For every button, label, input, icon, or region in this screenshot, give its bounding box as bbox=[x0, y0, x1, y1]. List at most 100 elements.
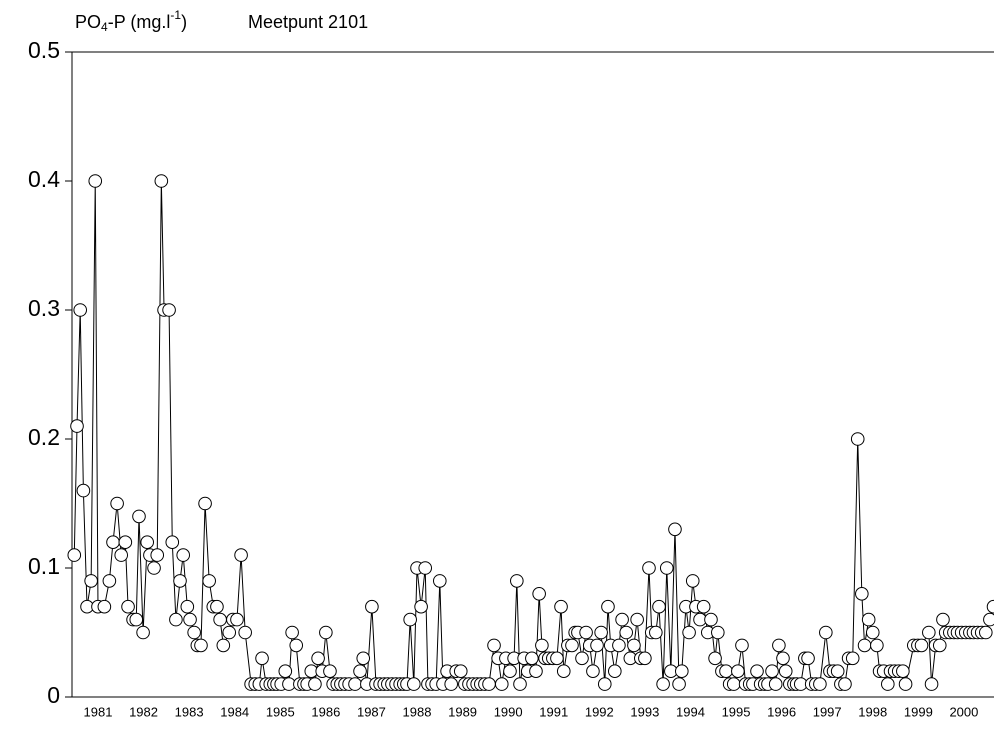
data-point bbox=[513, 677, 527, 691]
data-point bbox=[656, 677, 670, 691]
data-point bbox=[407, 677, 421, 691]
data-point bbox=[619, 625, 634, 640]
data-point bbox=[914, 638, 929, 653]
data-point bbox=[772, 638, 786, 653]
x-tick-label: 1981 bbox=[84, 704, 113, 719]
data-point bbox=[308, 677, 322, 691]
data-point bbox=[870, 638, 884, 653]
data-point bbox=[638, 651, 652, 666]
data-point bbox=[482, 677, 496, 691]
data-point bbox=[97, 599, 112, 614]
x-tick-label: 1990 bbox=[494, 704, 523, 719]
data-point bbox=[861, 612, 876, 627]
x-tick-label: 1997 bbox=[813, 704, 842, 719]
data-point bbox=[936, 612, 950, 627]
x-tick-label: 1988 bbox=[403, 704, 432, 719]
x-tick-label: 1995 bbox=[722, 704, 751, 719]
data-point bbox=[630, 612, 644, 627]
data-point bbox=[444, 677, 458, 691]
label-part: PO bbox=[75, 12, 101, 32]
label-part: ) bbox=[181, 12, 187, 32]
data-point bbox=[67, 548, 82, 562]
data-point bbox=[830, 664, 845, 679]
x-tick-label: 2000 bbox=[949, 704, 978, 719]
data-point bbox=[114, 548, 129, 562]
x-tick-label: 1996 bbox=[767, 704, 796, 719]
data-point bbox=[778, 664, 793, 679]
data-point bbox=[147, 561, 161, 575]
data-point bbox=[750, 664, 764, 679]
data-point bbox=[896, 664, 910, 679]
data-point bbox=[719, 664, 733, 679]
data-point bbox=[986, 599, 994, 614]
data-point bbox=[194, 638, 208, 653]
data-point bbox=[838, 677, 852, 691]
data-point bbox=[565, 638, 579, 653]
data-point bbox=[106, 535, 120, 550]
data-point bbox=[726, 677, 741, 691]
data-point bbox=[608, 664, 622, 679]
data-point bbox=[285, 625, 299, 640]
data-point bbox=[983, 612, 994, 627]
data-point bbox=[590, 638, 604, 653]
data-point bbox=[255, 651, 269, 666]
data-point bbox=[88, 174, 103, 188]
data-point bbox=[76, 483, 91, 498]
data-point bbox=[898, 677, 913, 691]
x-tick-label: 1992 bbox=[585, 704, 614, 719]
y-tick-label: 0.4 bbox=[28, 166, 60, 192]
data-point bbox=[162, 303, 176, 317]
y-tick-label: 0.3 bbox=[28, 295, 60, 321]
data-point bbox=[198, 496, 212, 511]
data-point bbox=[129, 612, 144, 627]
data-point bbox=[704, 612, 718, 627]
data-point bbox=[675, 664, 689, 679]
data-point bbox=[183, 612, 197, 627]
data-point bbox=[612, 638, 626, 653]
x-tick-label: 1985 bbox=[266, 704, 295, 719]
chart-title: Meetpunt 2101 bbox=[248, 12, 368, 32]
data-point bbox=[222, 625, 237, 640]
data-point bbox=[494, 677, 509, 691]
data-point bbox=[348, 677, 362, 691]
data-point bbox=[140, 535, 155, 550]
data-point bbox=[554, 599, 568, 614]
data-point bbox=[696, 599, 711, 614]
data-point bbox=[110, 496, 124, 511]
data-point bbox=[642, 561, 656, 575]
data-point bbox=[776, 651, 790, 666]
data-point bbox=[73, 303, 88, 317]
data-point bbox=[418, 561, 433, 575]
y-tick-label: 0.2 bbox=[28, 424, 60, 450]
data-point bbox=[649, 625, 663, 640]
data-point bbox=[136, 625, 150, 640]
data-point bbox=[857, 638, 872, 653]
x-tick-label: 1991 bbox=[539, 704, 568, 719]
data-point bbox=[586, 664, 600, 679]
data-point bbox=[154, 174, 169, 188]
data-point bbox=[881, 677, 895, 691]
data-point bbox=[216, 638, 231, 653]
data-point bbox=[289, 638, 304, 653]
data-point bbox=[132, 509, 146, 524]
data-point bbox=[323, 664, 337, 679]
data-point bbox=[414, 599, 428, 614]
data-point bbox=[102, 574, 117, 588]
data-point bbox=[278, 664, 293, 679]
x-tick-label: 1994 bbox=[676, 704, 705, 719]
x-tick-label: 1983 bbox=[175, 704, 204, 719]
data-point bbox=[121, 599, 135, 614]
data-point bbox=[453, 664, 468, 679]
x-tick-label: 1987 bbox=[357, 704, 386, 719]
x-tick-label: 1986 bbox=[311, 704, 340, 719]
data-point bbox=[682, 625, 696, 640]
data-point bbox=[169, 612, 183, 627]
x-tick-label: 1999 bbox=[904, 704, 933, 719]
data-point bbox=[556, 664, 571, 679]
y-tick-label: 0.5 bbox=[28, 37, 60, 63]
data-point bbox=[711, 625, 725, 640]
data-point bbox=[627, 638, 641, 653]
data-point bbox=[731, 664, 745, 679]
data-point bbox=[180, 599, 195, 614]
